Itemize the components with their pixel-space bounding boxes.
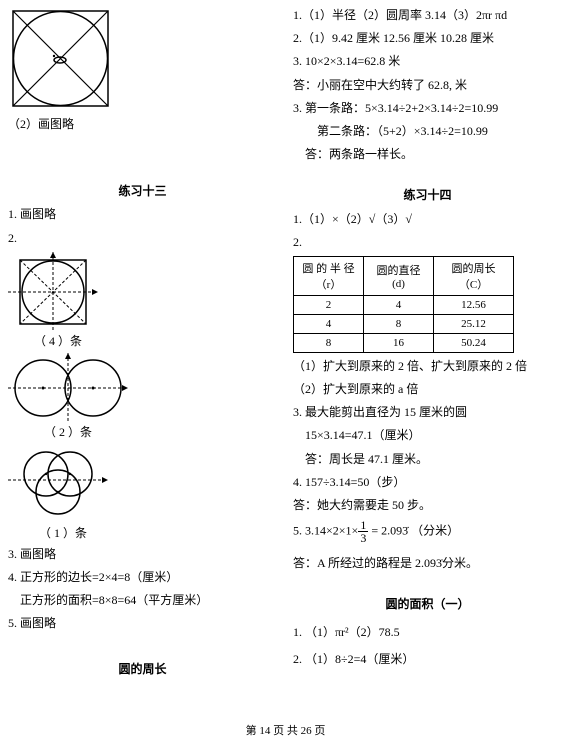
table-header: 圆的直径(d) [364, 256, 434, 295]
r10: 5. 3.14×2×1×13 = 2.093̇ （分米） [293, 519, 562, 544]
heading-exercise-14: 练习十四 [293, 186, 562, 205]
r11: 1. （1）πr²（2）78.5 [293, 623, 562, 642]
item-3: 3. 画图略 [8, 545, 277, 564]
spacer [293, 577, 562, 591]
table-cell: 50.24 [434, 333, 514, 352]
three-overlap-circles-icon [8, 444, 108, 524]
table-row: 圆 的 半 径（r） 圆的直径(d) 圆的周长（C） [294, 256, 514, 295]
figure-square-circle-diag [8, 6, 277, 111]
r1: 1.（1）半径（2）圆周率 3.14（3）2πr πd [293, 6, 562, 25]
r4c: 答：两条路一样长。 [293, 145, 562, 164]
left-column: （2）画图略 练习十三 1. 画图略 2. （ 4 ）条 [0, 0, 285, 720]
table-cell: 16 [364, 333, 434, 352]
r9b: 答：她大约需要走 50 步。 [293, 496, 562, 515]
heading-exercise-13: 练习十三 [8, 182, 277, 201]
page: （2）画图略 练习十三 1. 画图略 2. （ 4 ）条 [0, 0, 571, 720]
circle-table: 圆 的 半 径（r） 圆的直径(d) 圆的周长（C） 2 4 12.56 4 8… [293, 256, 514, 353]
figure-square-circle-axes: （ 4 ）条 [8, 252, 108, 349]
item-4a: 4. 正方形的边长=2×4=8（厘米） [8, 568, 277, 587]
fig-a-label: （ 4 ）条 [8, 332, 108, 349]
r10b: 答：A 所经过的路程是 2.093̇分米。 [293, 554, 562, 573]
right-column: 1.（1）半径（2）圆周率 3.14（3）2πr πd 2.（1）9.42 厘米… [285, 0, 570, 720]
spacer [293, 168, 562, 182]
table-header: 圆 的 半 径（r） [294, 256, 364, 295]
square-circle-axes-icon [8, 252, 98, 332]
r12: 2. （1）8÷2=4（厘米） [293, 650, 562, 669]
spacer [8, 138, 277, 178]
r5: 1.（1）×（2）√（3）√ [293, 210, 562, 229]
table-cell: 8 [364, 314, 434, 333]
square-inscribed-circle-icon [8, 6, 113, 111]
r8c: 答：周长是 47.1 厘米。 [293, 450, 562, 469]
spacer [8, 638, 277, 656]
fraction-icon: 13 [358, 519, 368, 544]
caption-fig1: （2）画图略 [8, 115, 277, 134]
table-cell: 12.56 [434, 295, 514, 314]
table-cell: 4 [294, 314, 364, 333]
frac-den: 3 [358, 532, 368, 544]
r10-post: = 2.093̇ （分米） [368, 523, 459, 537]
heading-area: 圆的面积（一） [293, 595, 562, 614]
table-cell: 4 [364, 295, 434, 314]
table-row: 2 4 12.56 [294, 295, 514, 314]
item-4b: 正方形的面积=8×8=64（平方厘米） [8, 591, 277, 610]
figure-three-circles: （ 1 ）条 [8, 444, 118, 541]
r4a: 3. 第一条路：5×3.14÷2+2×3.14÷2=10.99 [293, 99, 562, 118]
table-cell: 25.12 [434, 314, 514, 333]
item-1: 1. 画图略 [8, 205, 277, 224]
fig-c-label: （ 1 ）条 [8, 524, 118, 541]
r10-pre: 5. 3.14×2×1× [293, 523, 358, 537]
heading-circumference: 圆的周长 [8, 660, 277, 679]
r7a: （1）扩大到原来的 2 倍、扩大到原来的 2 倍 [293, 357, 562, 376]
fig-b-label: （ 2 ）条 [8, 423, 128, 440]
two-tangent-circles-icon [8, 353, 128, 423]
r3a: 3. 10×2×3.14=62.8 米 [293, 52, 562, 71]
r9a: 4. 157÷3.14=50（步） [293, 473, 562, 492]
r8a: 3. 最大能剪出直径为 15 厘米的圆 [293, 403, 562, 422]
r6: 2. [293, 233, 562, 252]
table-row: 4 8 25.12 [294, 314, 514, 333]
item-5: 5. 画图略 [8, 614, 277, 633]
page-footer: 第 14 页 共 26 页 [0, 722, 571, 738]
r3b: 答：小丽在空中大约转了 62.8, 米 [293, 76, 562, 95]
r2: 2.（1）9.42 厘米 12.56 厘米 10.28 厘米 [293, 29, 562, 48]
figure-two-circles: （ 2 ）条 [8, 353, 128, 440]
table-header: 圆的周长（C） [434, 256, 514, 295]
r8b: 15×3.14=47.1（厘米） [293, 426, 562, 445]
item-2: 2. [8, 229, 277, 248]
table-row: 8 16 50.24 [294, 333, 514, 352]
table-cell: 2 [294, 295, 364, 314]
r4b: 第二条路：（5+2）×3.14÷2=10.99 [293, 122, 562, 141]
table-cell: 8 [294, 333, 364, 352]
r7b: （2）扩大到原来的 a 倍 [293, 380, 562, 399]
